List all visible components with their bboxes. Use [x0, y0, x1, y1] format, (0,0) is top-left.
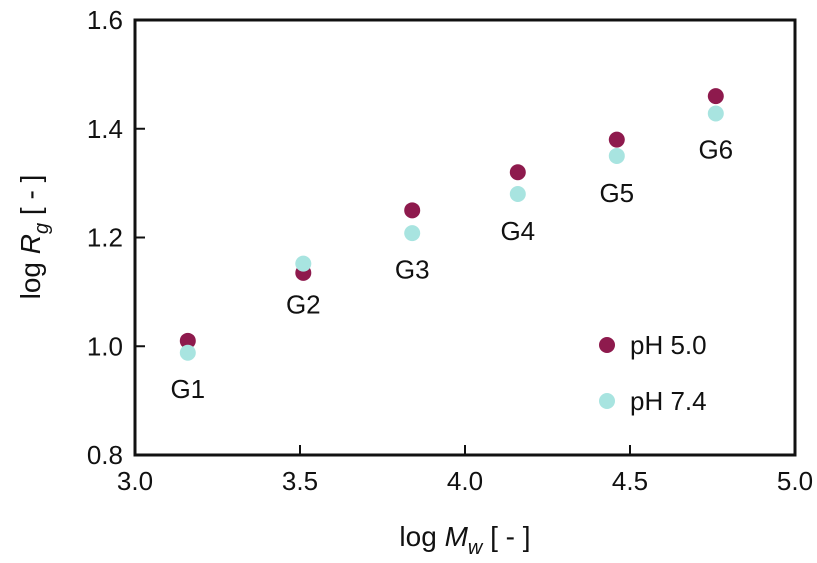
y-tick-label: 0.8 — [87, 440, 123, 470]
point-annotation: G5 — [599, 178, 634, 208]
legend-marker-ph-5-0 — [599, 337, 615, 353]
y-axis-title: log Rg [ - ] — [15, 175, 53, 300]
x-tick-label: 4.5 — [612, 466, 648, 496]
point-annotation: G1 — [170, 374, 205, 404]
y-tick-label: 1.6 — [87, 5, 123, 35]
data-point-ph-5-0 — [707, 88, 724, 105]
x-axis-title: log Mw [ - ] — [399, 521, 530, 559]
data-point-ph-7-4 — [509, 186, 526, 202]
legend-label-ph-7-4: pH 7.4 — [630, 386, 707, 416]
data-point-ph-7-4 — [295, 255, 312, 272]
x-tick-label: 4.0 — [447, 466, 483, 496]
y-axis-ticks: 0.8 1.0 1.2 1.4 1.6 — [87, 5, 145, 470]
point-annotation: G4 — [500, 216, 535, 246]
data-points — [179, 88, 724, 361]
x-tick-label: 3.0 — [117, 466, 153, 496]
legend: pH 5.0 pH 7.4 — [599, 330, 707, 416]
data-point-ph-7-4 — [404, 225, 421, 242]
point-annotation: G6 — [698, 135, 733, 165]
legend-label-ph-5-0: pH 5.0 — [630, 330, 707, 360]
x-tick-label: 3.5 — [282, 466, 318, 496]
data-point-ph-7-4 — [707, 105, 724, 122]
y-tick-label: 1.4 — [87, 114, 123, 144]
x-axis-ticks: 3.0 3.5 4.0 4.5 5.0 — [117, 445, 813, 496]
data-point-ph-7-4 — [179, 344, 196, 361]
data-point-ph-5-0 — [404, 202, 421, 219]
point-annotation: G2 — [286, 290, 321, 320]
data-point-ph-5-0 — [509, 164, 526, 181]
y-tick-label: 1.0 — [87, 331, 123, 361]
y-tick-label: 1.2 — [87, 223, 123, 253]
data-point-ph-5-0 — [608, 131, 625, 148]
legend-marker-ph-7-4 — [599, 393, 615, 409]
x-tick-label: 5.0 — [777, 466, 813, 496]
data-point-ph-5-0 — [179, 332, 196, 349]
point-annotation: G3 — [395, 254, 430, 284]
point-annotations: G1 G2 G3 G4 G5 G6 — [170, 135, 733, 404]
data-point-ph-7-4 — [608, 147, 625, 164]
